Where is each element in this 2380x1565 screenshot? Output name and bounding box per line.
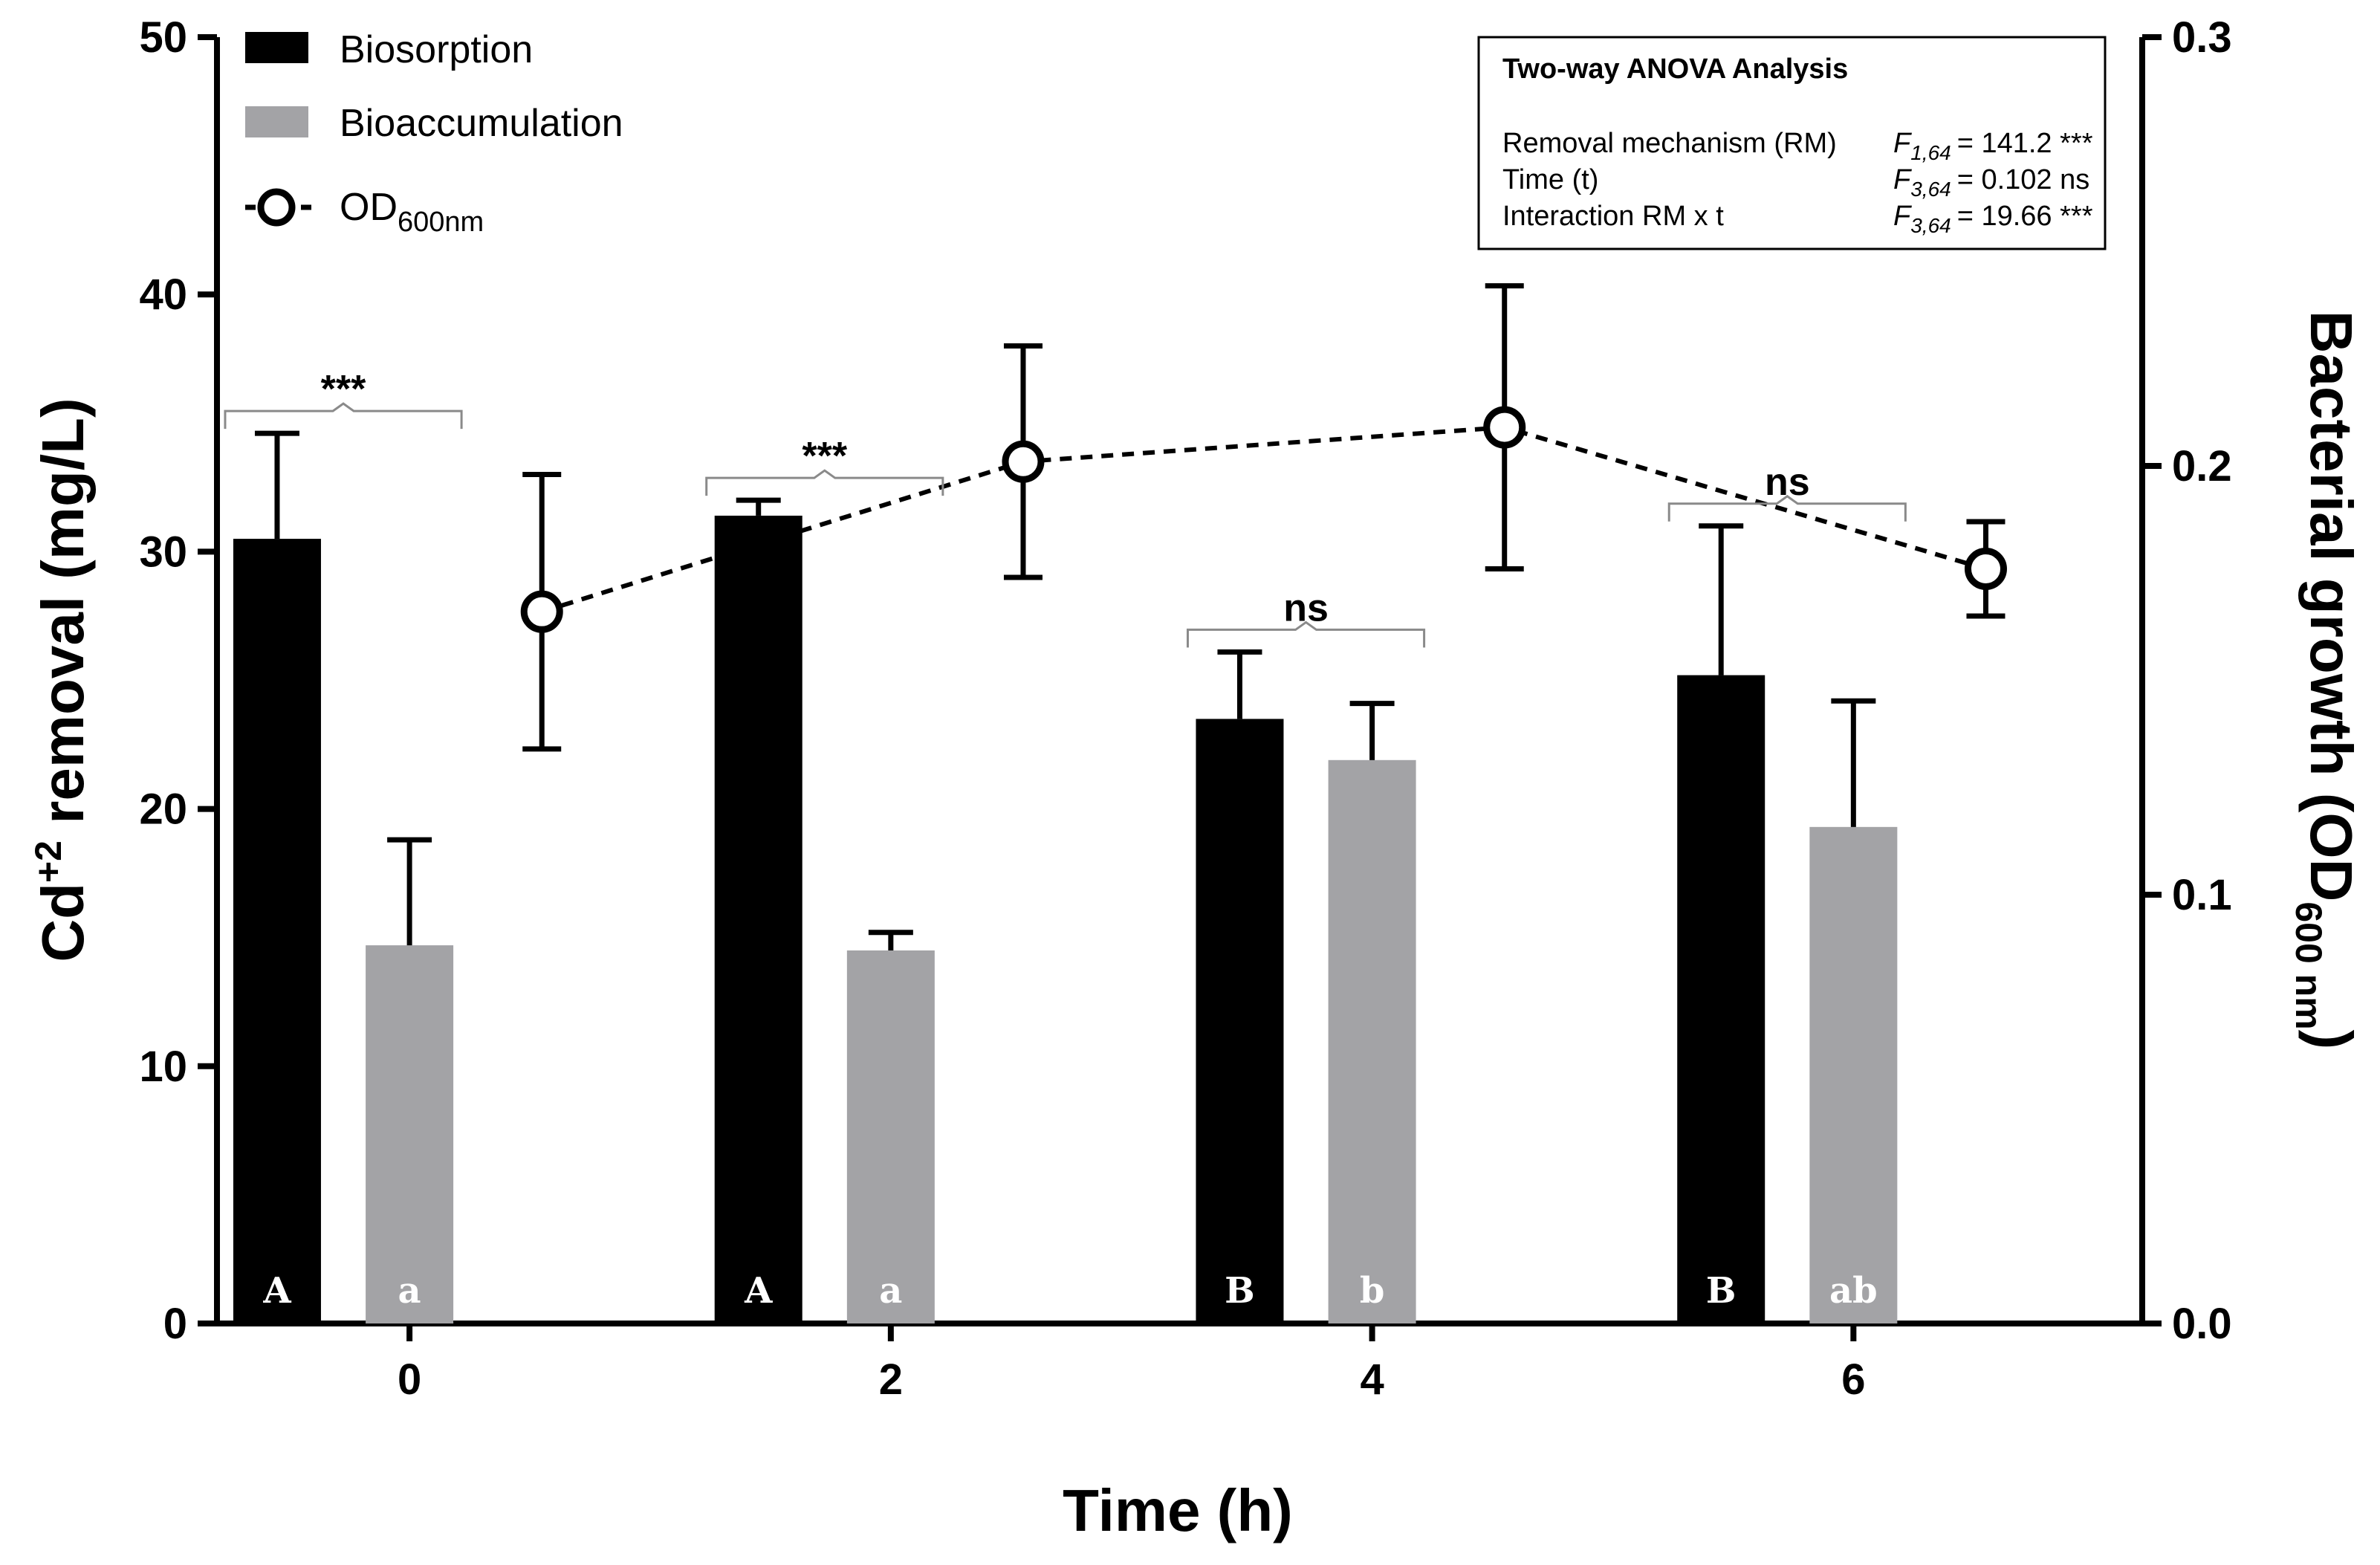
anova-title: Two-way ANOVA Analysis — [1502, 54, 1848, 85]
legend-swatch-biosorption — [245, 32, 308, 63]
y2-tick-label-2: 0.2 — [2172, 442, 2232, 490]
y-tick-label-2: 20 — [139, 785, 187, 834]
od-point-1 — [1002, 440, 1045, 483]
anova-row-stat-rm: F1,64 = 141.2 *** — [1893, 128, 2093, 164]
x-axis-ticks: 0 2 4 6 — [398, 1323, 1865, 1404]
anova-row-stat-time: F3,64 = 0.102 ns — [1893, 164, 2089, 201]
y-axis-ticks: 0 10 20 30 40 50 — [139, 13, 217, 1348]
letter-bioaccumulation-2: b — [1360, 1270, 1385, 1312]
od-point-2 — [1483, 406, 1526, 449]
x-tick-label-2: 4 — [1360, 1355, 1384, 1404]
sig-bracket-1 — [705, 469, 944, 496]
letter-biosorption-1: A — [744, 1270, 773, 1312]
bar-bioaccumulation-0 — [366, 945, 454, 1323]
bar-bioaccumulation-2 — [1328, 759, 1416, 1323]
y-tick-label-3: 30 — [139, 528, 187, 576]
anova-frame — [1477, 36, 2107, 250]
sig-label-1: *** — [802, 435, 847, 478]
letter-bioaccumulation-1: a — [879, 1270, 902, 1312]
y-tick-label-5: 50 — [139, 13, 187, 62]
anova-row-label-time: Time (t) — [1502, 164, 1598, 195]
letter-bioaccumulation-3: ab — [1829, 1270, 1878, 1312]
y-tick-label-4: 40 — [139, 270, 187, 319]
y-tick-label-1: 10 — [139, 1043, 187, 1091]
od-line — [541, 425, 1987, 615]
x-tick-label-0: 0 — [398, 1355, 421, 1404]
legend: Biosorption Bioaccumulation OD600nm — [245, 28, 623, 238]
bar-biosorption-1 — [714, 515, 802, 1323]
legend-label-od: OD600nm — [340, 186, 484, 238]
y2-tick-label-0: 0.0 — [2172, 1300, 2232, 1348]
anova-row-stat-interaction: F3,64 = 19.66 *** — [1893, 201, 2093, 237]
bar-bioaccumulation-1 — [846, 950, 935, 1323]
anova-row-label-rm: Removal mechanism (RM) — [1502, 128, 1837, 159]
od-point-3 — [1964, 547, 2007, 590]
anova-box: Two-way ANOVA Analysis Removal mechanism… — [1477, 36, 2107, 250]
y-axis-label: Cd+2 removal (mg/L) — [27, 398, 96, 962]
legend-marker-od — [257, 188, 296, 227]
bars: A A B Ba a b ab — [233, 430, 1898, 1323]
bar-biosorption-2 — [1196, 719, 1284, 1323]
bar-biosorption-0 — [233, 539, 321, 1323]
bar-biosorption-3 — [1677, 675, 1765, 1323]
od-point-0 — [520, 590, 563, 633]
y2-tick-label-1: 0.1 — [2172, 871, 2232, 919]
legend-swatch-bioaccumulation — [245, 106, 308, 137]
y2-axis-label: Bacterial growth (OD600 nm) — [2288, 311, 2364, 1050]
y2-tick-label-3: 0.3 — [2172, 13, 2232, 62]
sig-label-0: *** — [321, 368, 366, 411]
sig-label-3: ns — [1765, 461, 1810, 504]
letter-bioaccumulation-0: a — [398, 1270, 421, 1312]
od-line-series — [520, 283, 2007, 752]
sig-bracket-2 — [1186, 621, 1426, 648]
y2-axis-ticks: 0.0 0.1 0.2 0.3 — [2142, 13, 2232, 1348]
y-tick-label-0: 0 — [163, 1300, 187, 1348]
sig-bracket-0 — [224, 402, 463, 430]
x-tick-label-3: 6 — [1841, 1355, 1865, 1404]
anova-row-label-interaction: Interaction RM x t — [1502, 201, 1724, 232]
sig-bracket-3 — [1667, 494, 1907, 522]
sig-label-2: ns — [1283, 586, 1329, 629]
legend-label-bioaccumulation: Bioaccumulation — [340, 102, 623, 145]
bar-bioaccumulation-3 — [1809, 826, 1898, 1323]
legend-label-biosorption: Biosorption — [340, 28, 533, 71]
x-tick-label-1: 2 — [879, 1355, 903, 1404]
letter-biosorption-2: B — [1225, 1270, 1255, 1312]
x-axis-label: Time (h) — [1063, 1477, 1293, 1543]
significance-brackets: *** *** ns ns — [224, 368, 1907, 648]
letter-biosorption-3: B — [1706, 1270, 1737, 1312]
letter-biosorption-0: A — [262, 1270, 291, 1312]
